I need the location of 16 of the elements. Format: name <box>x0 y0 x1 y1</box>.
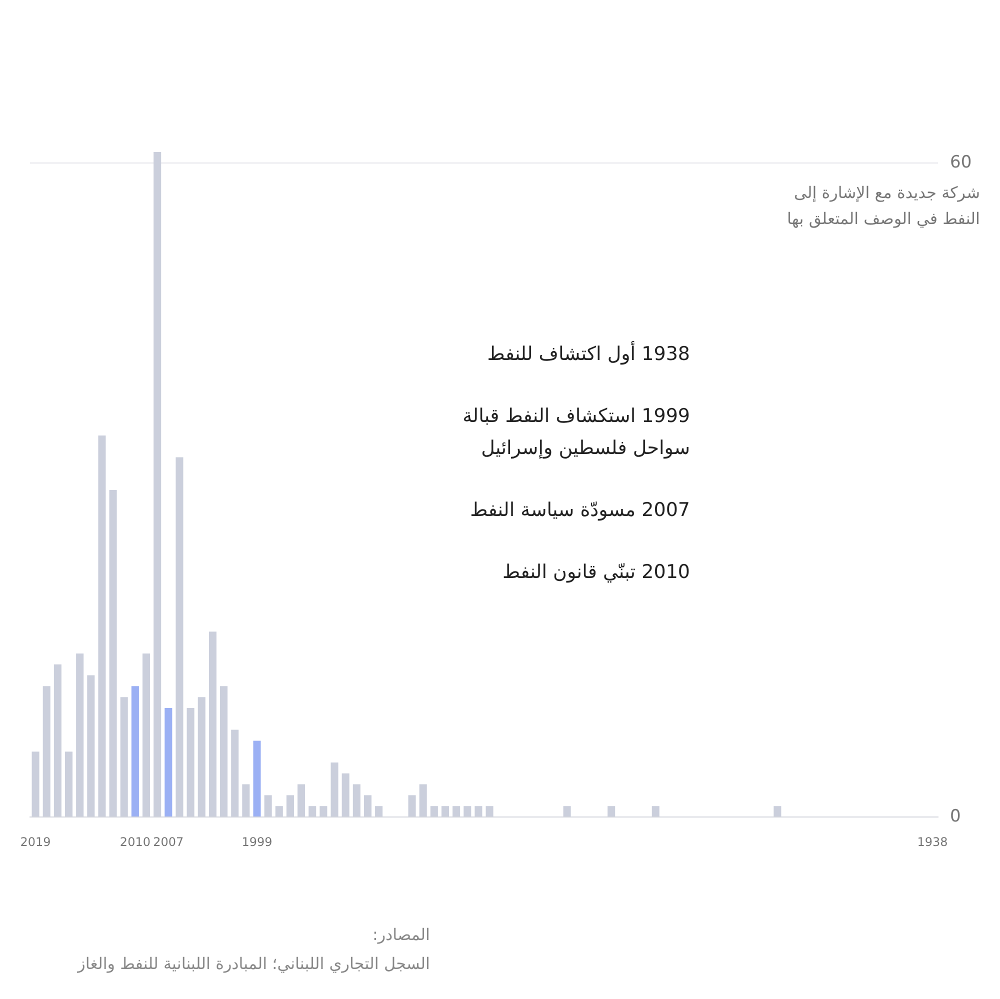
text: المصادر: السجل التجاري اللبناني؛ المبادرة اللبنانية للنفط والغاز <box>76 924 430 975</box>
y-tick-label: 0 <box>950 806 961 826</box>
x-tick-label: 1938 <box>917 835 948 850</box>
bar <box>131 686 139 816</box>
annotation: 2007 مسودّة سياسة النفط <box>469 498 690 523</box>
annotation: 2010 تبنّي قانون النفط <box>502 560 690 585</box>
annotation: 1938 أول اكتشاف للنفط <box>486 340 690 367</box>
annotation: 1999 استكشاف النفط قبالة سواحل فلسطين وإسرائيل <box>462 404 690 461</box>
x-tick-label: 2007 <box>153 835 184 850</box>
x-tick-label: 1999 <box>242 835 272 850</box>
y-tick-label: 60 <box>950 152 972 172</box>
bar <box>253 740 261 816</box>
x-tick-label: 2010 <box>120 835 150 850</box>
bar <box>164 708 172 816</box>
y-axis-title: شركة جديدة مع الإشارة إلى النفط في الوصف المتعلق بها <box>787 182 980 230</box>
x-tick-label: 2019 <box>20 835 51 850</box>
